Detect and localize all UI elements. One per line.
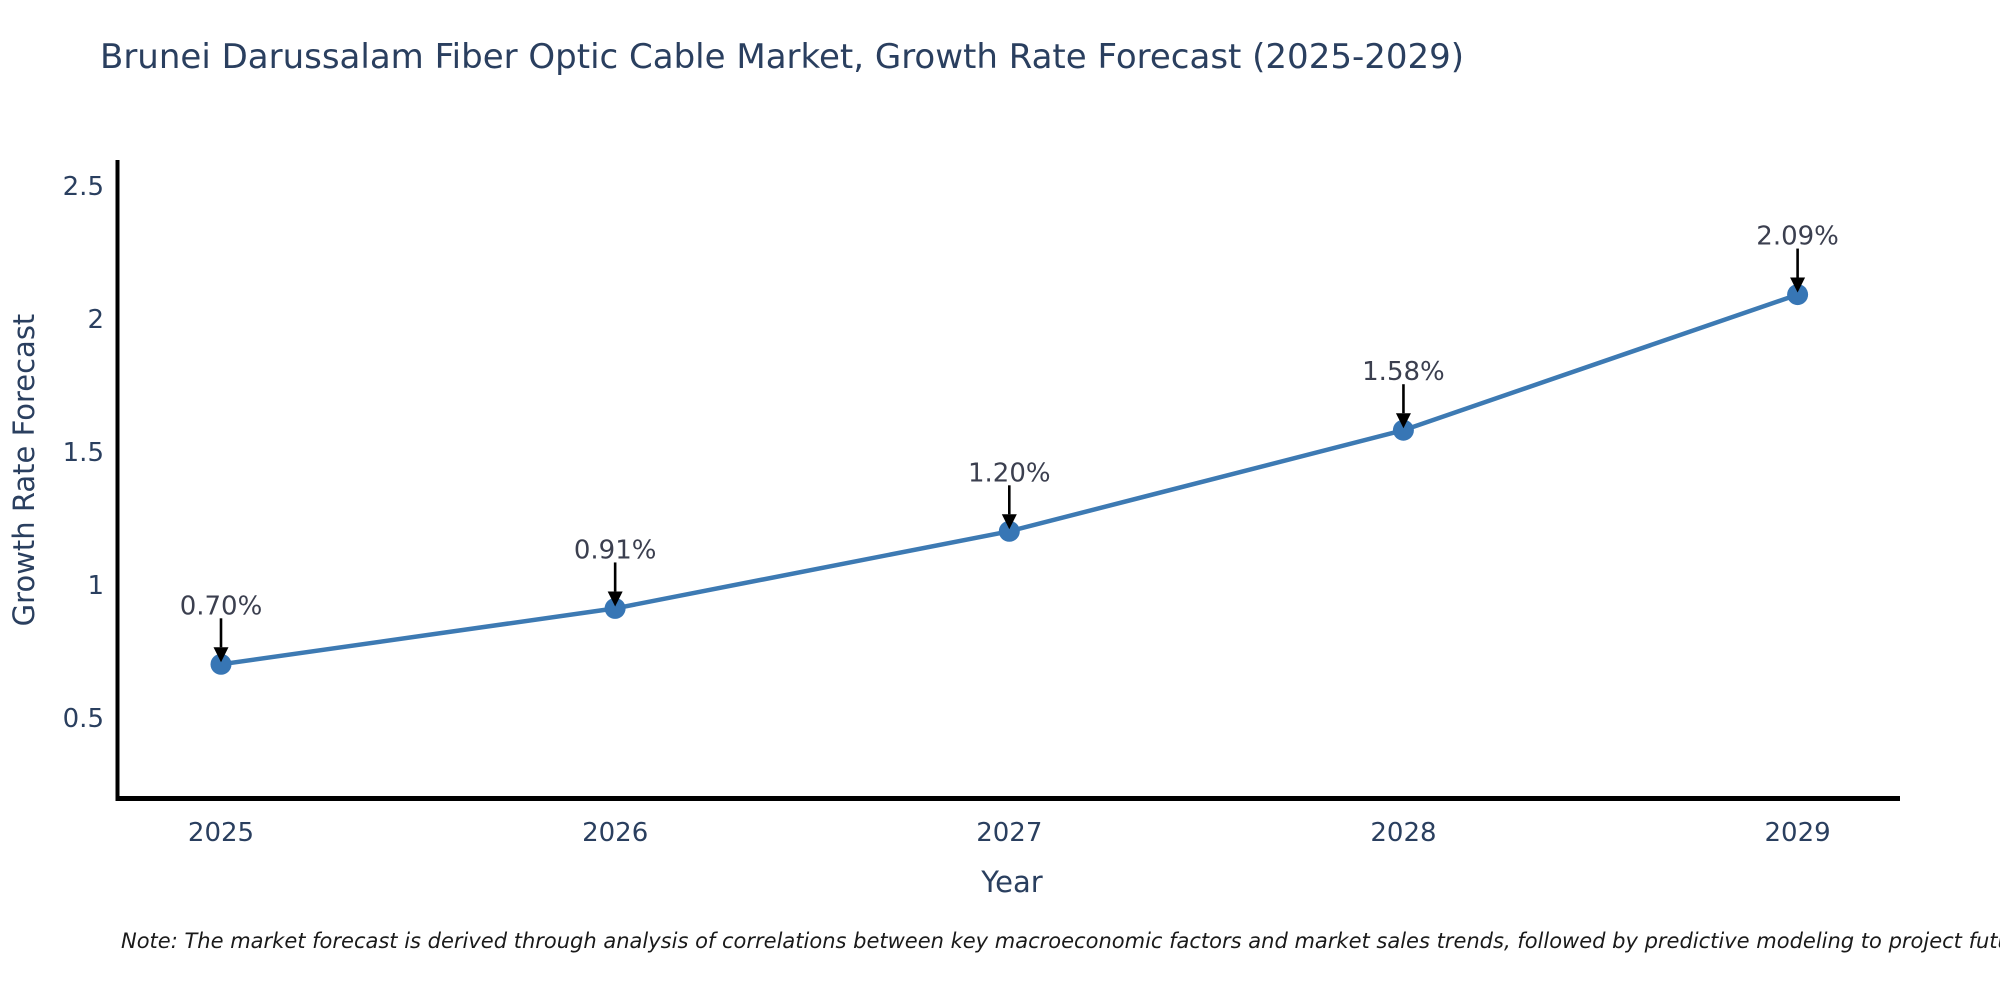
point-annotation: 0.91%: [574, 535, 657, 607]
point-value-label: 2.09%: [1756, 222, 1839, 252]
y-tick-label: 2.5: [63, 172, 104, 202]
point-annotations: 0.70% 0.91% 1.20% 1.58% 2.09%: [180, 222, 1839, 663]
point-value-label: 0.91%: [574, 535, 657, 565]
data-point-marker: [210, 653, 232, 675]
y-tick-labels: 0.5 1 1.5 2 2.5: [63, 172, 104, 734]
annotation-arrowhead-icon: [1790, 277, 1806, 293]
x-axis-title: Year: [980, 865, 1042, 899]
data-point-marker: [604, 597, 626, 619]
x-tick-label: 2025: [188, 818, 254, 848]
point-value-label: 1.20%: [968, 458, 1051, 488]
point-value-label: 1.58%: [1362, 357, 1445, 387]
x-tick-label: 2027: [976, 818, 1042, 848]
data-point-marker: [1787, 284, 1809, 306]
y-axis-title: Growth Rate Forecast: [7, 314, 41, 627]
point-annotation: 1.20%: [968, 458, 1051, 530]
x-tick-label: 2028: [1370, 818, 1436, 848]
y-tick-label: 1.5: [63, 438, 104, 468]
chart-title: Brunei Darussalam Fiber Optic Cable Mark…: [100, 37, 1464, 77]
data-point-marker: [1392, 419, 1414, 441]
footnote: Note: The market forecast is derived thr…: [121, 929, 2000, 953]
y-tick-label: 0.5: [63, 704, 104, 734]
y-tick-label: 1: [87, 571, 104, 601]
growth-rate-series: [210, 284, 1809, 675]
x-tick-label: 2029: [1765, 818, 1831, 848]
annotation-arrowhead-icon: [1001, 514, 1017, 530]
data-point-marker: [998, 520, 1020, 542]
annotation-arrowhead-icon: [607, 591, 623, 607]
point-annotation: 0.70%: [180, 591, 263, 663]
point-annotation: 2.09%: [1756, 222, 1839, 293]
annotation-arrowhead-icon: [213, 647, 229, 663]
annotation-arrowhead-icon: [1395, 413, 1411, 429]
x-tick-label: 2026: [582, 818, 648, 848]
x-tick-labels: 2025 2026 2027 2028 2029: [188, 818, 1831, 848]
y-tick-label: 2: [87, 305, 104, 335]
point-annotation: 1.58%: [1362, 357, 1445, 429]
point-value-label: 0.70%: [180, 591, 263, 621]
